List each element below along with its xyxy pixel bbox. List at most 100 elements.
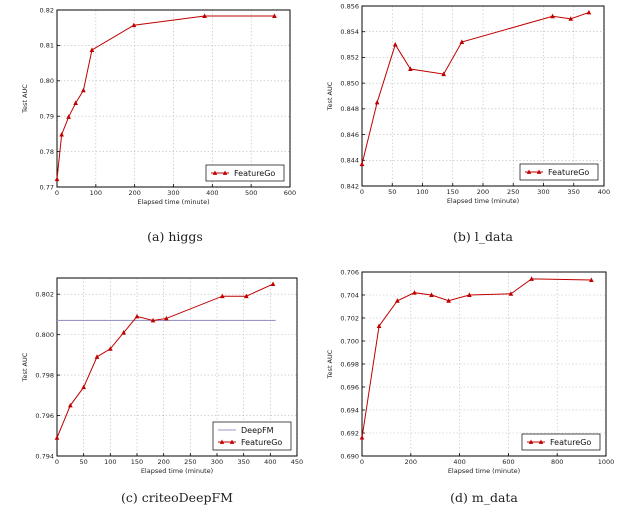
chart4-y-tick-label: 0.690 [340, 452, 359, 460]
chart3-x-tick-label: 250 [184, 458, 196, 466]
chart2-x-tick-label: 200 [477, 188, 489, 196]
chart2-x-tick-label: 250 [507, 188, 519, 196]
chart4-y-tick-label: 0.698 [340, 360, 359, 368]
chart1-x-tick-label: 200 [128, 189, 140, 197]
chart2-y-tick-label: 0.848 [340, 105, 359, 113]
chart4-series-featurego-point [359, 435, 365, 440]
chart2-series-featurego-point [408, 66, 413, 71]
chart1-x-tick-label: 0 [55, 189, 59, 197]
chart4-x-tick-label: 400 [453, 458, 465, 466]
chart4-series-featurego-point [589, 277, 594, 282]
chart4-x-tick-label: 0 [360, 458, 364, 466]
chart3-legend-marker-featurego [219, 439, 225, 444]
chart2-x-tick-label: 350 [568, 188, 580, 196]
chart1-caption: (a) higgs [147, 229, 203, 244]
chart3-x-tick-label: 100 [104, 458, 116, 466]
chart1-series-featurego-point [89, 47, 95, 52]
chart1-x-tick-label: 400 [206, 189, 218, 197]
chart3-legend-label-featurego: FeatureGo [241, 438, 282, 447]
chart3-y-axis-label: Test AUC [21, 352, 29, 382]
chart4-legend-label-featurego: FeatureGo [550, 438, 591, 447]
chart3-x-tick-label: 300 [211, 458, 223, 466]
chart2-series-featurego-point [374, 99, 380, 105]
chart1-y-tick-label: 0.79 [40, 113, 54, 121]
chart1-axes-frame [56, 9, 291, 188]
chart1-x-tick-label: 100 [90, 189, 102, 197]
chart3-series-featurego-line [56, 283, 274, 438]
chart2-x-tick-label: 150 [447, 188, 459, 196]
chart4-y-tick-label: 0.696 [340, 383, 359, 391]
chart4-series-featurego-point [467, 292, 472, 297]
chart2-y-tick-label: 0.844 [340, 157, 359, 165]
chart3-series-featurego-point [150, 317, 156, 323]
chart1-series-featurego-point [272, 13, 277, 18]
chart3-series-featurego-point [121, 330, 127, 335]
chart2-legend-marker-featurego [526, 169, 532, 174]
chart1-series-featurego-point [59, 132, 64, 137]
chart2-legend-label-featurego: FeatureGo [548, 168, 589, 177]
chart3-x-axis-label: Elapsed time (minute) [141, 467, 213, 475]
chart2-legend-marker-featurego [536, 169, 542, 174]
chart1-y-tick-label: 0.77 [40, 183, 54, 191]
chart4-y-tick-label: 0.692 [340, 429, 359, 437]
chart1-series-featurego-point [202, 13, 207, 18]
chart4-legend-marker-featurego [538, 439, 544, 444]
chart3-series-featurego-point [270, 281, 276, 287]
chart2-x-axis-label: Elapsed time (minute) [447, 197, 519, 205]
chart3-x-tick-label: 0 [55, 458, 59, 466]
chart3-series-featurego-point [67, 402, 73, 408]
chart2-x-tick-label: 300 [537, 188, 549, 196]
chart3-axes-frame [56, 277, 298, 457]
chart1-legend-marker-featurego [222, 170, 228, 175]
chart2-series-featurego-point [586, 9, 592, 15]
chart3-y-tick-label: 0.802 [35, 290, 54, 298]
chart2-x-tick-label: 400 [598, 188, 610, 196]
chart3-series-featurego-point [81, 384, 87, 390]
chart1-legend-label-featurego: FeatureGo [234, 169, 275, 178]
chart1-x-tick-label: 500 [245, 189, 257, 197]
chart3-x-tick-label: 50 [80, 458, 88, 466]
chart3-y-tick-label: 0.794 [35, 452, 54, 460]
chart3-series-featurego-point [54, 435, 60, 440]
chart1-series-featurego-point [66, 114, 71, 119]
chart3-legend-box [212, 421, 292, 451]
chart1-legend-box [205, 164, 285, 182]
chart3-series-featurego-point [219, 293, 225, 299]
chart3-series-featurego-point [134, 313, 140, 319]
chart4-y-tick-label: 0.700 [340, 337, 359, 345]
chart2-caption: (b) l_data [453, 229, 513, 244]
chart1-y-tick-label: 0.78 [40, 148, 54, 156]
chart3-legend-marker-featurego [229, 439, 235, 444]
chart3-legend-label-deepfm: DeepFM [241, 426, 274, 435]
chart1-y-tick-label: 0.80 [40, 77, 54, 85]
chart2-y-tick-label: 0.852 [340, 54, 359, 62]
chart1-legend-marker-featurego [212, 170, 218, 175]
chart4-series-featurego-line [361, 278, 592, 438]
chart3-x-tick-label: 350 [237, 458, 249, 466]
chart2-axes-frame [361, 5, 605, 187]
chart4-legend-box [521, 433, 601, 451]
chart2-x-tick-label: 50 [388, 188, 396, 196]
chart2-series-featurego-point [359, 161, 365, 167]
chart1-x-tick-label: 600 [284, 189, 296, 197]
chart3-y-tick-label: 0.800 [35, 331, 54, 339]
chart1-series-featurego-point [73, 100, 78, 106]
chart2-series-featurego-point [568, 16, 574, 21]
chart3-series-featurego-point [94, 354, 100, 359]
chart1-y-tick-label: 0.81 [40, 42, 54, 50]
chart1-y-axis-label: Test AUC [21, 84, 29, 114]
chart4-x-tick-label: 1000 [598, 458, 615, 466]
chart3-y-tick-label: 0.796 [35, 412, 54, 420]
chart2-y-tick-label: 0.842 [340, 182, 359, 190]
chart1-series-featurego-point [131, 22, 137, 28]
chart3-series-featurego-point [163, 315, 169, 321]
chart1-series-featurego-point [54, 176, 60, 182]
chart3-y-tick-label: 0.798 [35, 371, 54, 379]
chart2-series-featurego-point [550, 13, 555, 19]
chart1-series-featurego-point [81, 87, 86, 93]
chart2-y-tick-label: 0.846 [340, 131, 359, 139]
chart3-x-tick-label: 200 [157, 458, 169, 466]
chart1-y-tick-label: 0.82 [40, 6, 54, 14]
